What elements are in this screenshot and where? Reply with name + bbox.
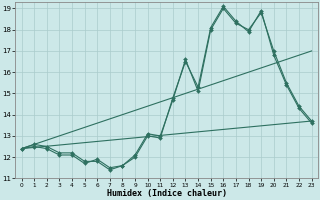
- X-axis label: Humidex (Indice chaleur): Humidex (Indice chaleur): [107, 189, 227, 198]
